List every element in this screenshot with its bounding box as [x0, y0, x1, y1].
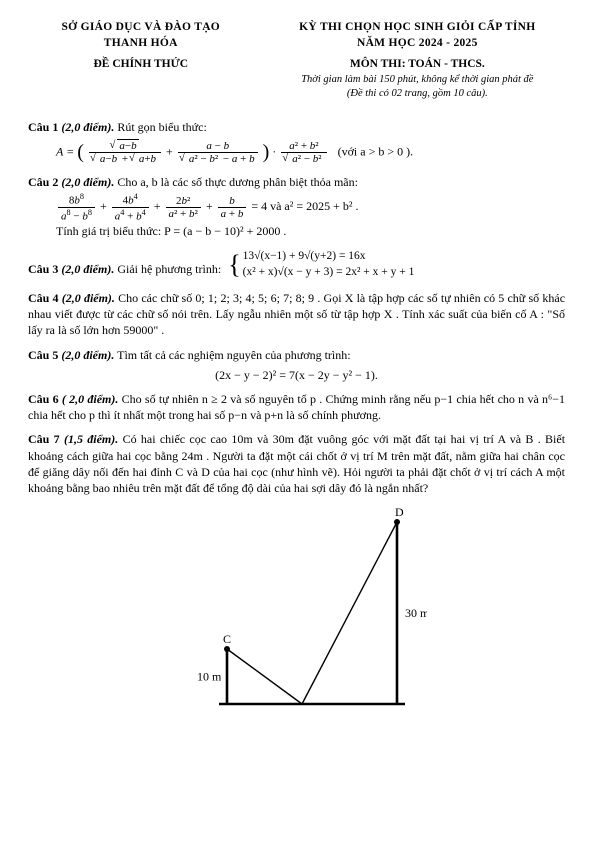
q1-label: Câu 1: [28, 120, 58, 134]
q5-text: Tìm tất cả các nghiệm nguyên của phương …: [117, 348, 350, 362]
question-2: Câu 2 (2,0 điểm). Cho a, b là các số thự…: [28, 174, 565, 239]
q6-label: Câu 6: [28, 392, 59, 406]
q1-condition: (với a > b > 0 ).: [338, 144, 414, 158]
svg-text:C: C: [223, 632, 231, 646]
q5-equation: (2x − y − 2)² = 7(x − 2y − y² − 1).: [28, 367, 565, 383]
q4-label: Câu 4: [28, 291, 59, 305]
q5-points: (2,0 điểm).: [61, 348, 114, 362]
svg-text:D: D: [395, 505, 404, 519]
header: SỞ GIÁO DỤC VÀ ĐÀO TẠO THANH HÓA ĐỀ CHÍN…: [28, 20, 565, 101]
time-note: Thời gian làm bài 150 phút, không kể thờ…: [270, 73, 565, 87]
q3-system: { 13√(x−1) + 9√(y+2) = 16x (x² + x)√(x −…: [228, 247, 414, 282]
q3-label: Câu 3: [28, 262, 58, 276]
header-right: KỲ THI CHỌN HỌC SINH GIỎI CẤP TỈNH NĂM H…: [270, 20, 565, 101]
pages-note: (Đề thi có 02 trang, gồm 10 câu).: [270, 87, 565, 101]
q1-points: (2,0 điểm).: [61, 120, 114, 134]
q6-points: ( 2,0 điểm).: [62, 392, 119, 406]
q3-eq1: 13√(x−1) + 9√(y+2) = 16x: [243, 250, 366, 262]
q2-intro: Cho a, b là các số thực dương phân biệt …: [117, 175, 358, 189]
q7-points: (1,5 điểm).: [64, 432, 118, 446]
q3-text: Giải hệ phương trình:: [117, 262, 221, 276]
q5-label: Câu 5: [28, 348, 58, 362]
question-5: Câu 5 (2,0 điểm). Tìm tất cả các nghiệm …: [28, 347, 565, 383]
q2-tail: = 4 và a² = 2025 + b² .: [251, 199, 358, 213]
question-1: Câu 1 (2,0 điểm). Rút gọn biểu thức: A =…: [28, 119, 565, 166]
exam-official: ĐỀ CHÍNH THỨC: [28, 57, 254, 73]
question-4: Câu 4 (2,0 điểm). Cho các chữ số 0; 1; 2…: [28, 290, 565, 339]
exam-year: NĂM HỌC 2024 - 2025: [270, 36, 565, 52]
q3-eq2: (x² + x)√(x − y + 3) = 2x² + x + y + 1: [243, 266, 415, 278]
question-3: Câu 3 (2,0 điểm). Giải hệ phương trình: …: [28, 247, 565, 282]
question-6: Câu 6 ( 2,0 điểm). Cho số tự nhiên n ≥ 2…: [28, 391, 565, 423]
q4-points: (2,0 điểm).: [62, 291, 115, 305]
diagram-svg: C D 10 m 30 m: [167, 504, 427, 719]
q7-label: Câu 7: [28, 432, 60, 446]
q7-diagram: C D 10 m 30 m: [28, 504, 565, 723]
svg-text:30 m: 30 m: [405, 606, 427, 620]
subject: MÔN THI: TOÁN - THCS.: [270, 57, 565, 73]
q3-points: (2,0 điểm).: [61, 262, 114, 276]
content: Câu 1 (2,0 điểm). Rút gọn biểu thức: A =…: [28, 119, 565, 723]
header-left: SỞ GIÁO DỤC VÀ ĐÀO TẠO THANH HÓA ĐỀ CHÍN…: [28, 20, 254, 101]
exam-title: KỲ THI CHỌN HỌC SINH GIỎI CẤP TỈNH: [270, 20, 565, 36]
org-line1: SỞ GIÁO DỤC VÀ ĐÀO TẠO: [28, 20, 254, 36]
question-7: Câu 7 (1,5 điểm). Có hai chiếc cọc cao 1…: [28, 431, 565, 496]
q2-task: Tính giá trị biểu thức: P = (a − b − 10)…: [56, 223, 565, 239]
q1-expression: A = ( a−b a−b + a+b + a − b a² − b² − a …: [56, 139, 565, 166]
org-line2: THANH HÓA: [28, 36, 254, 52]
svg-text:10 m: 10 m: [197, 670, 222, 684]
q2-points: (2,0 điểm).: [61, 175, 114, 189]
q1-text: Rút gọn biểu thức:: [117, 120, 207, 134]
q2-equation: 8b8a8 − b8 + 4b4a4 + b4 + 2b²a² + b² + b…: [56, 192, 565, 223]
q2-label: Câu 2: [28, 175, 58, 189]
